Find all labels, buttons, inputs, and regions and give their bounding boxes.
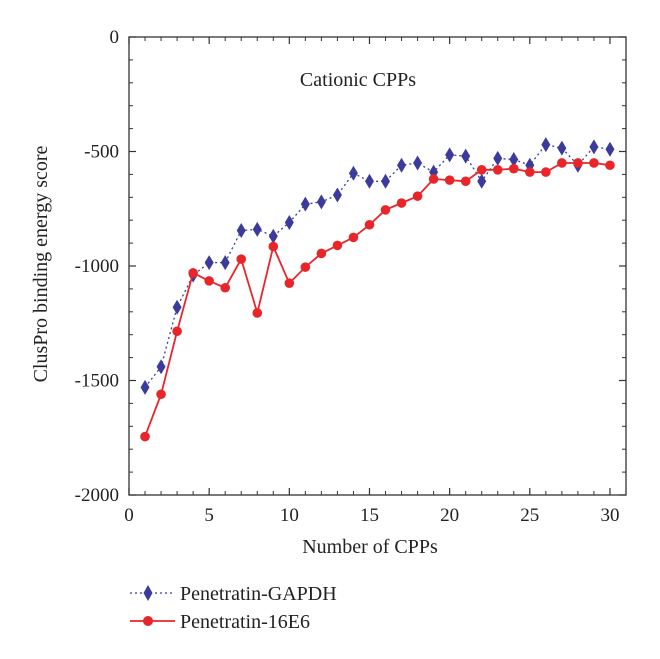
data-point — [541, 167, 551, 177]
data-point — [476, 165, 487, 175]
series-2 — [140, 158, 615, 442]
x-axis-title: Number of CPPs — [302, 536, 438, 558]
data-point — [172, 299, 182, 315]
data-point — [236, 223, 246, 239]
data-point — [605, 160, 615, 171]
data-point — [396, 198, 407, 208]
data-point — [412, 191, 423, 201]
x-tick-label: 10 — [280, 505, 299, 526]
y-axis-title: ClusPro binding energy score — [30, 145, 52, 382]
series-1 — [140, 137, 615, 395]
x-tick-label: 20 — [440, 505, 459, 526]
data-point — [284, 278, 295, 288]
data-point — [364, 219, 375, 230]
data-point — [573, 158, 583, 168]
y-tick-label: -1000 — [75, 256, 119, 277]
series-line — [144, 143, 611, 388]
x-tick-label: 15 — [360, 505, 379, 526]
tick-labels: 0 5 10 15 20 25 30 0 -500 -1000 -1500 -2000 — [75, 27, 620, 526]
y-tick-label: -1500 — [75, 371, 119, 392]
data-point — [204, 255, 214, 271]
data-point — [461, 148, 471, 164]
data-point — [284, 214, 294, 230]
data-point — [204, 276, 214, 286]
axis-ticks — [128, 36, 626, 496]
data-point — [316, 248, 327, 259]
y-tick-label: 0 — [110, 27, 120, 48]
data-point — [589, 158, 599, 168]
legend-label-series-1: Penetratin-GAPDH — [180, 583, 337, 605]
data-point — [557, 140, 567, 156]
data-point — [413, 155, 423, 171]
legend-marker-series-1 — [143, 585, 153, 601]
data-point — [557, 158, 567, 168]
series-line — [144, 162, 611, 437]
data-point — [445, 147, 455, 163]
data-point — [156, 389, 166, 400]
x-tick-label: 5 — [204, 505, 214, 526]
chart-title: Cationic CPPs — [300, 69, 416, 91]
x-tick-label: 30 — [600, 505, 619, 526]
data-point — [508, 163, 519, 174]
data-point — [220, 282, 230, 293]
data-point — [509, 152, 519, 168]
legend-item-series-2: Penetratin-16E6 — [130, 611, 310, 633]
data-point — [140, 431, 150, 442]
data-point — [220, 255, 230, 271]
data-point — [397, 157, 407, 173]
data-point — [348, 165, 358, 181]
data-point — [236, 254, 247, 264]
data-point — [525, 167, 535, 177]
data-point — [444, 175, 455, 185]
x-tick-label: 25 — [520, 505, 539, 526]
data-point — [348, 232, 359, 243]
data-point — [332, 187, 342, 203]
y-tick-label: -2000 — [75, 485, 119, 506]
legend-label-series-2: Penetratin-16E6 — [180, 611, 310, 633]
data-point — [252, 308, 263, 318]
data-point — [381, 173, 391, 189]
x-tick-label: 0 — [124, 505, 134, 526]
data-point — [332, 240, 343, 251]
data-point — [268, 228, 278, 244]
data-point — [140, 379, 150, 395]
data-point — [589, 139, 599, 155]
legend-marker-series-2 — [143, 616, 153, 626]
data-point — [172, 326, 182, 337]
data-point — [460, 176, 471, 187]
data-point — [300, 262, 311, 272]
data-point — [188, 268, 198, 278]
data-point — [364, 173, 374, 189]
data-point — [252, 221, 262, 237]
legend-item-series-1: Penetratin-GAPDH — [130, 583, 337, 605]
data-point — [268, 241, 279, 252]
data-point — [156, 359, 166, 375]
data-point — [493, 150, 503, 166]
data-point — [492, 165, 503, 175]
data-point — [428, 174, 439, 184]
legend: Penetratin-GAPDH Penetratin-16E6 — [130, 583, 337, 633]
data-point — [541, 137, 551, 153]
y-tick-label: -500 — [84, 142, 119, 163]
data-point — [605, 141, 615, 157]
plot-area-frame — [128, 36, 627, 496]
data-point — [316, 194, 326, 210]
data-point — [380, 205, 391, 215]
series-layer — [140, 137, 615, 442]
data-point — [300, 196, 310, 212]
data-point — [477, 173, 487, 189]
